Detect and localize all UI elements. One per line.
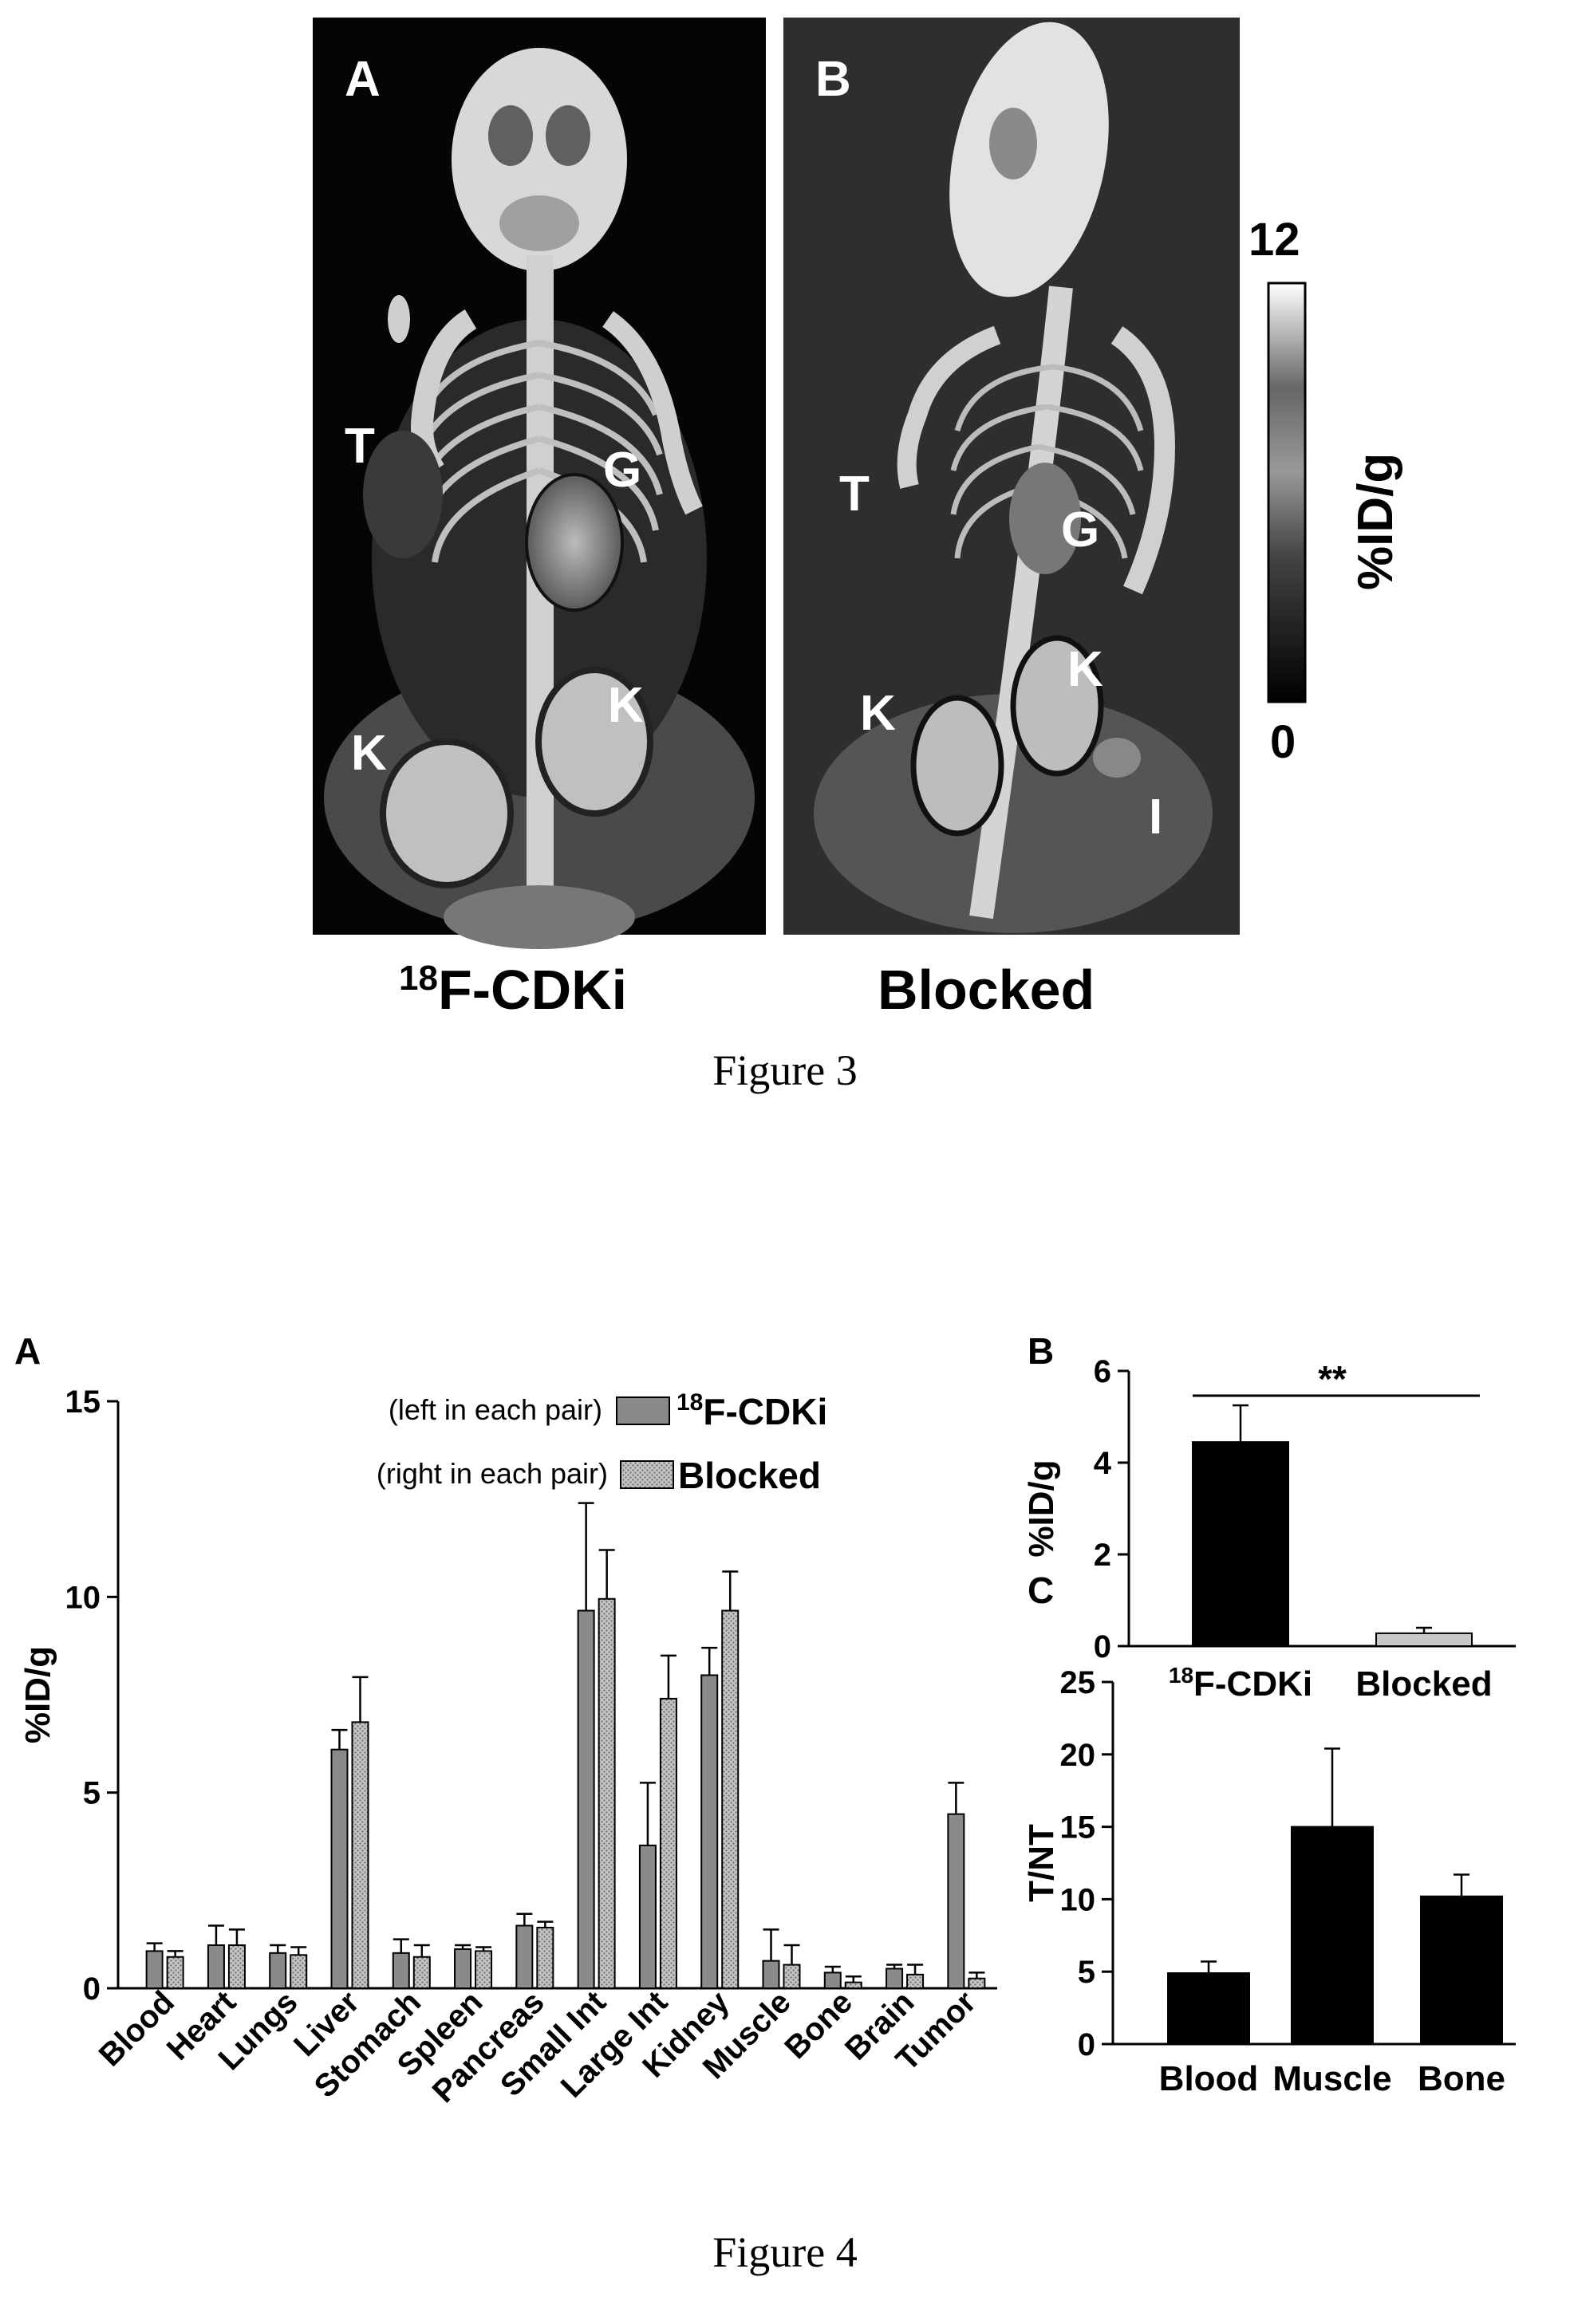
- panel-a-bar-blocked: [968, 1977, 986, 1990]
- figure3-panel-a-label-text: F-CDKi: [438, 959, 627, 1021]
- figure3-b-label-g: G: [1061, 502, 1099, 557]
- panel-a-x-tick-label: Bone: [778, 1984, 859, 2066]
- figure3-panel-a-label: 18F-CDKi: [399, 959, 627, 1021]
- panel-c-y-tick-label: 15: [1060, 1810, 1096, 1845]
- legend-swatch-18f-cdki: [616, 1396, 670, 1425]
- panel-a-bar-18f-cdki: [700, 1674, 719, 1989]
- panel-c-bar: [1167, 1972, 1250, 2046]
- figure3-a-label-t: T: [345, 419, 375, 474]
- figure4-panel-a-legend: (left in each pair) 18F-CDKi (right in e…: [377, 1389, 827, 1496]
- figure3-colorbar-min: 0: [1270, 716, 1296, 768]
- legend-label-text: F-CDKi: [703, 1391, 827, 1432]
- panel-b-y-tick-label: 2: [1094, 1538, 1111, 1573]
- panel-a-y-axis-label: %ID/g: [18, 1646, 57, 1743]
- legend-swatch-blocked: [620, 1460, 674, 1489]
- panel-b-y-axis-label: %ID/g: [1022, 1459, 1061, 1557]
- figure4-panel-c-letter: C: [1028, 1570, 1054, 1611]
- panel-a-bar-blocked: [475, 1950, 493, 1990]
- panel-c-x-tick-label: Blood: [1159, 2059, 1259, 2098]
- panel-a-bar-blocked: [598, 1597, 616, 1989]
- panel-a-bar-blocked: [412, 1956, 431, 1989]
- figure3-colorbar-unit: %ID/g: [1348, 453, 1403, 590]
- figure4-panel-a-chart: 051015%ID/gBloodHeartLungsLiverStomachSp…: [18, 1385, 997, 2109]
- panel-a-bar-18f-cdki: [330, 1748, 349, 1990]
- figure3-panel-a-label-prefix: 18: [399, 959, 438, 998]
- panel-a-bar-blocked: [844, 1981, 862, 1989]
- panel-a-bar-18f-cdki: [762, 1960, 780, 1989]
- figure3-b-label-k2: K: [1067, 642, 1103, 697]
- figure3-b-label-k1: K: [860, 686, 896, 741]
- panel-a-y-tick-label: 0: [83, 1971, 101, 2007]
- legend-label-prefix: 18: [677, 1389, 703, 1416]
- panel-a-y-tick-label: 10: [65, 1580, 101, 1615]
- figure3-a-label-k1: K: [351, 726, 387, 781]
- panel-a-bar-blocked: [290, 1954, 308, 1989]
- figure3-colorbar-max: 12: [1249, 214, 1300, 266]
- panel-a-x-tick-label: Blood: [93, 1984, 181, 2073]
- panel-c-y-tick-label: 10: [1060, 1882, 1096, 1917]
- panel-b-bar: [1375, 1632, 1473, 1648]
- figure3-caption: Figure 3: [712, 1046, 858, 1094]
- figure3-panel-b-letter: B: [815, 52, 851, 107]
- figure3-panel-a-letter: A: [345, 52, 381, 107]
- panel-a-bar-18f-cdki: [392, 1952, 410, 1990]
- figure4-panel-b-letter: B: [1028, 1330, 1054, 1372]
- panel-c-y-tick-label: 25: [1060, 1665, 1096, 1700]
- panel-a-bar-blocked: [906, 1973, 925, 1989]
- legend-left-note: (left in each pair): [389, 1393, 602, 1426]
- significance-stars: **: [1318, 1358, 1347, 1400]
- panel-b-y-tick-label: 0: [1094, 1629, 1111, 1664]
- figure3-panel-b-image: [783, 18, 1240, 935]
- panel-a-bar-18f-cdki: [515, 1924, 534, 1990]
- panel-a-y-tick-label: 15: [65, 1385, 101, 1420]
- figure3-a-label-g: G: [603, 443, 641, 498]
- figure4-panel-a-letter: A: [14, 1330, 41, 1372]
- panel-c-y-tick-label: 5: [1078, 1955, 1095, 1990]
- panel-a-bar-blocked: [659, 1697, 677, 1990]
- panel-c-y-tick-label: 20: [1060, 1738, 1096, 1773]
- panel-c-x-tick-label: Bone: [1418, 2059, 1505, 2098]
- panel-a-bar-blocked: [227, 1944, 246, 1989]
- panel-a-y-tick-label: 5: [83, 1776, 101, 1811]
- figure3-a-label-k2: K: [608, 678, 644, 733]
- panel-b-y-tick-label: 6: [1094, 1354, 1111, 1389]
- panel-c-bar: [1291, 1826, 1374, 2046]
- panel-c-x-tick-label: Muscle: [1272, 2059, 1391, 2098]
- figure3-panel-b-label: Blocked: [878, 959, 1095, 1021]
- panel-b-x-tick-label: 18F-CDKi: [1169, 1663, 1312, 1704]
- figure4-panel-c-chart: 0 5 10 15 20 25 T/NT Blood Muscle Bone: [1022, 1665, 1516, 2098]
- panel-a-bar-18f-cdki: [577, 1609, 595, 1990]
- panel-a-bar-blocked: [721, 1609, 740, 1990]
- panel-c-bar: [1420, 1895, 1503, 2046]
- panel-c-y-tick-label: 0: [1078, 2027, 1095, 2062]
- panel-a-bar-18f-cdki: [145, 1950, 164, 1990]
- figure4-panel-b-chart: 0 2 4 6 %ID/g 18F-CDKi Blocked: [1022, 1354, 1516, 1704]
- panel-a-bar-18f-cdki: [269, 1952, 287, 1990]
- figure3-colorbar: [1267, 282, 1307, 703]
- figure3-b-label-t: T: [839, 467, 870, 522]
- legend-label-blocked: Blocked: [678, 1455, 821, 1496]
- figure4-caption: Figure 4: [712, 2228, 858, 2276]
- panel-a-bar-18f-cdki: [454, 1948, 472, 1990]
- figure3-panel-a-image: [313, 18, 766, 949]
- panel-b-x-tick-label: Blocked: [1355, 1664, 1492, 1704]
- panel-a-bar-18f-cdki: [207, 1944, 225, 1989]
- legend-label-18f-cdki: 18F-CDKi: [677, 1389, 827, 1432]
- panel-a-bar-blocked: [351, 1721, 369, 1989]
- panel-a-bar-18f-cdki: [947, 1813, 965, 1989]
- panel-c-y-axis-label: T/NT: [1022, 1824, 1061, 1902]
- legend-right-note: (right in each pair): [377, 1457, 608, 1490]
- panel-a-bar-blocked: [783, 1964, 801, 1990]
- panel-b-y-tick-label: 4: [1094, 1446, 1112, 1481]
- panel-a-bar-blocked: [536, 1926, 554, 1990]
- figure4-panel-b-significance: **: [1193, 1358, 1480, 1400]
- panel-a-bar-blocked: [166, 1956, 184, 1989]
- figure3-b-label-i: I: [1149, 790, 1162, 845]
- panel-b-bar: [1192, 1441, 1289, 1647]
- panel-a-bar-18f-cdki: [638, 1844, 657, 1990]
